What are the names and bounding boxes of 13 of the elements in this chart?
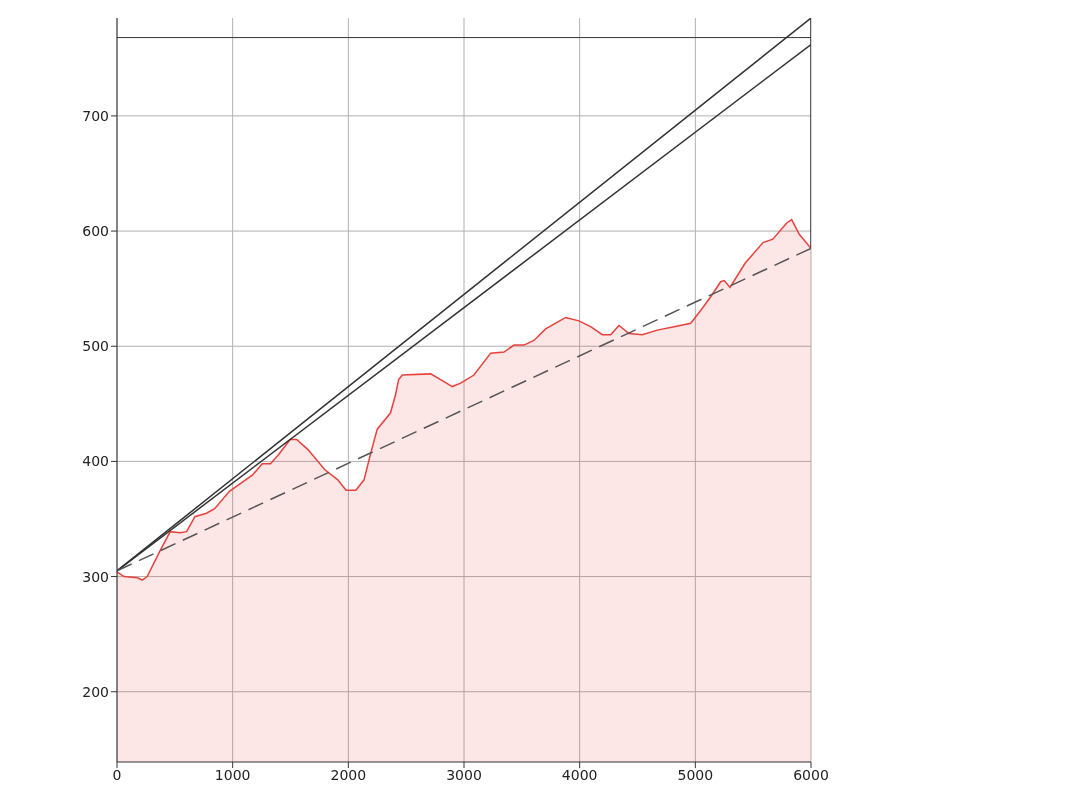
x-tick-label: 4000 [561,766,598,783]
y-tick-label: 700 [82,107,109,124]
x-tick-label: 2000 [330,766,367,783]
x-tick-label: 1000 [214,766,251,783]
y-tick-label: 300 [82,568,109,585]
x-tick-label: 5000 [677,766,714,783]
y-tick-label: 400 [82,453,109,470]
x-tick-label: 0 [112,766,122,783]
x-tick-label: 6000 [793,766,829,783]
x-tick-label: 3000 [446,766,482,783]
y-tick-label: 200 [82,683,109,700]
y-tick-label: 500 [82,338,109,355]
y-tick-label: 600 [82,223,109,240]
